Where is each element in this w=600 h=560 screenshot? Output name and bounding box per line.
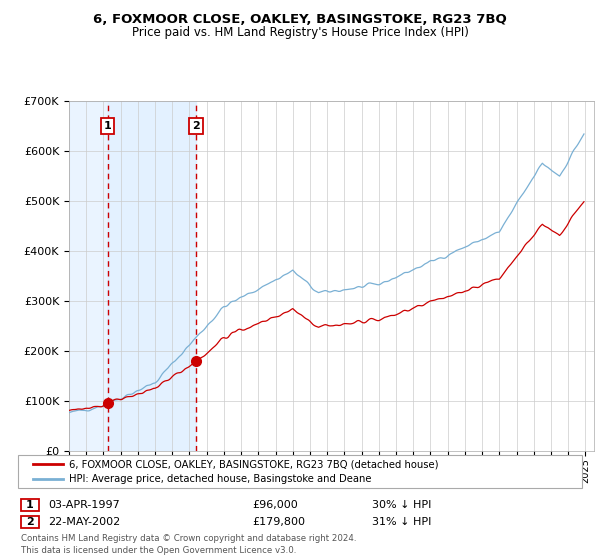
Text: 6, FOXMOOR CLOSE, OAKLEY, BASINGSTOKE, RG23 7BQ (detached house): 6, FOXMOOR CLOSE, OAKLEY, BASINGSTOKE, R… — [69, 459, 439, 469]
Text: 6, FOXMOOR CLOSE, OAKLEY, BASINGSTOKE, RG23 7BQ: 6, FOXMOOR CLOSE, OAKLEY, BASINGSTOKE, R… — [93, 13, 507, 26]
Text: 31% ↓ HPI: 31% ↓ HPI — [372, 517, 431, 527]
Text: 2: 2 — [192, 121, 200, 131]
Text: 1: 1 — [104, 121, 112, 131]
Text: 2: 2 — [26, 517, 34, 527]
Text: £96,000: £96,000 — [252, 500, 298, 510]
Text: 03-APR-1997: 03-APR-1997 — [48, 500, 120, 510]
Text: Price paid vs. HM Land Registry's House Price Index (HPI): Price paid vs. HM Land Registry's House … — [131, 26, 469, 39]
Bar — [69, 101, 108, 451]
Text: 30% ↓ HPI: 30% ↓ HPI — [372, 500, 431, 510]
Text: 22-MAY-2002: 22-MAY-2002 — [48, 517, 120, 527]
Text: Contains HM Land Registry data © Crown copyright and database right 2024.
This d: Contains HM Land Registry data © Crown c… — [21, 534, 356, 555]
Bar — [108, 101, 196, 451]
Text: 1: 1 — [26, 500, 34, 510]
Text: £179,800: £179,800 — [252, 517, 305, 527]
Text: HPI: Average price, detached house, Basingstoke and Deane: HPI: Average price, detached house, Basi… — [69, 474, 371, 484]
